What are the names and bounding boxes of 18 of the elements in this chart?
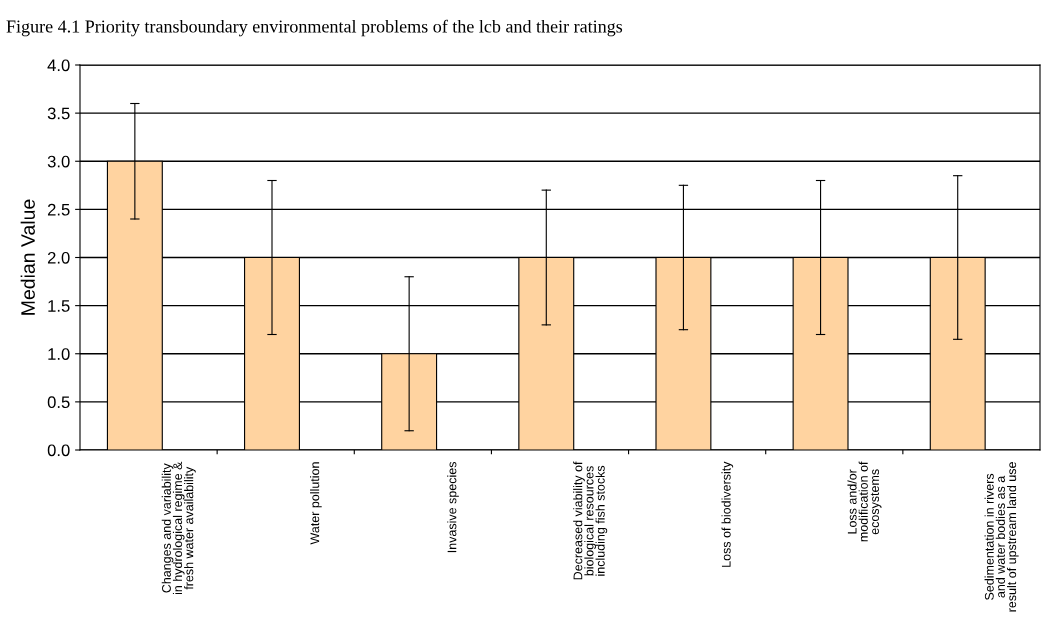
y-tick-label: 4.0 <box>47 59 70 72</box>
x-tick-label: Sedimentation in rivers and water bodies as a result of upstream land use <box>984 462 1019 612</box>
y-axis-title: Median Value <box>20 199 35 315</box>
y-tick-label: 3.5 <box>47 107 70 120</box>
x-tick-label: Decreased viability of biological resources including fish stocks <box>573 461 608 580</box>
chart-title: Figure 4.1 Priority transboundary environmental problems of the lcb and their ratings <box>6 19 623 37</box>
y-tick-label: 0.0 <box>47 444 70 457</box>
x-tick-label: Loss and/or modification of ecosystems <box>847 461 882 542</box>
x-tick-label: Invasive species <box>447 462 459 553</box>
y-tick-label: 1.0 <box>48 348 70 360</box>
x-tick-label: Loss of biodiversity <box>721 461 734 567</box>
x-tick-label: Water pollution <box>310 462 322 545</box>
x-tick-label: Changes and variability in hydrological regime & fresh water availability <box>161 461 196 595</box>
y-tick-label: 1.5 <box>48 300 70 312</box>
y-tick-label: 2.0 <box>47 251 70 264</box>
y-tick-label: 2.5 <box>47 203 70 216</box>
y-tick-label: 0.5 <box>47 396 70 409</box>
y-tick-label: 3.0 <box>47 155 70 168</box>
